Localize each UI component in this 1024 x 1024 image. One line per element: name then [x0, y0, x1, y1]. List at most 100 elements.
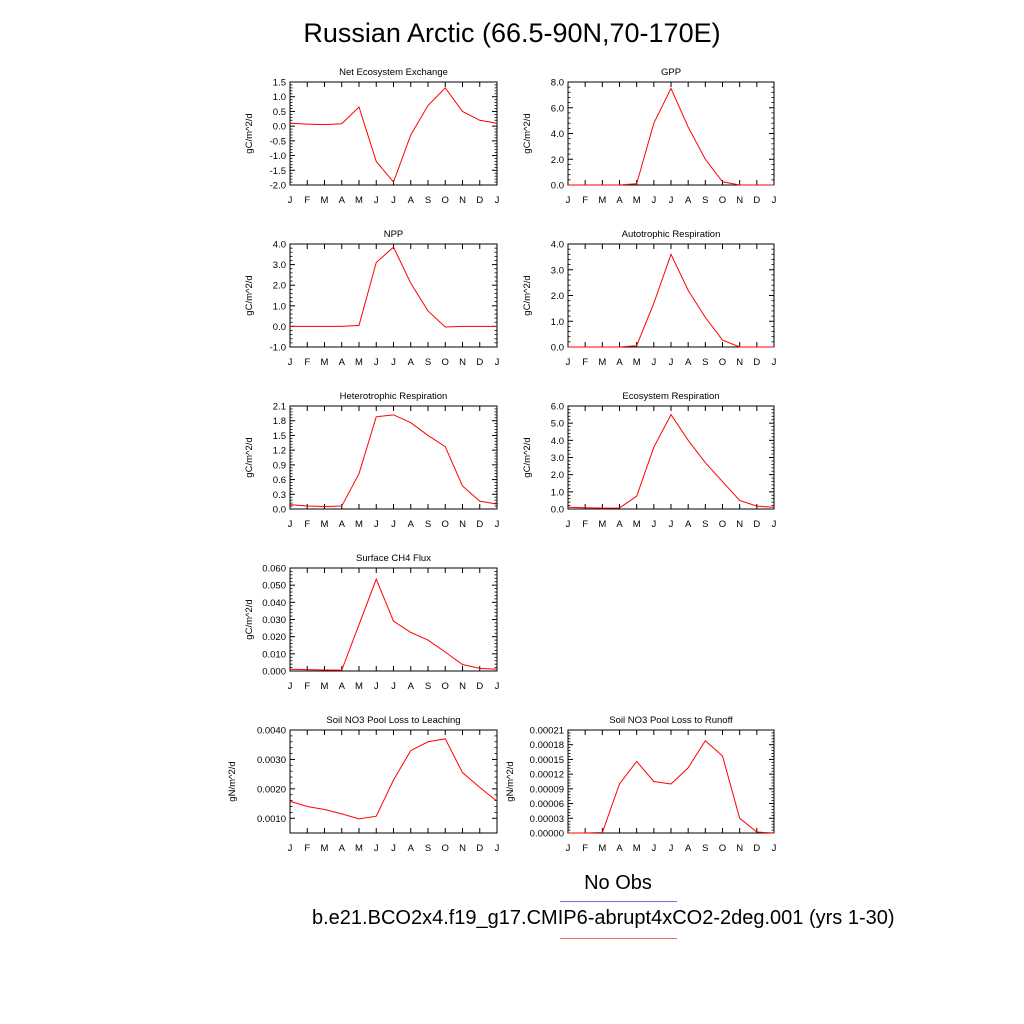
plot-frame: [567, 243, 775, 348]
panel-title: Soil NO3 Pool Loss to Leaching: [326, 715, 460, 726]
x-tick-label: A: [408, 519, 415, 530]
x-tick-label: A: [339, 519, 346, 530]
y-tick-label: -1.5: [270, 166, 286, 177]
x-tick-label: M: [355, 681, 363, 692]
figure-title: Russian Arctic (66.5-90N,70-170E): [303, 18, 721, 48]
plot-frame: [567, 729, 775, 834]
x-tick-label: D: [476, 357, 483, 368]
series-line: [290, 246, 497, 328]
y-tick-label: 5.0: [551, 419, 564, 430]
x-tick-label: M: [633, 357, 641, 368]
y-tick-label: 0.0: [551, 505, 564, 516]
legend-case-line: [560, 938, 677, 939]
legend-obs-label: No Obs: [584, 872, 652, 894]
x-tick-label: J: [374, 357, 379, 368]
y-tick-label: 1.5: [273, 431, 286, 442]
y-tick-label: 0.0: [551, 181, 564, 192]
y-tick-label: 0.0010: [257, 814, 286, 825]
x-tick-label: O: [719, 843, 726, 854]
series-line: [289, 87, 498, 184]
x-tick-label: D: [753, 357, 760, 368]
y-tick-label: 0.020: [262, 632, 286, 643]
x-tick-label: M: [633, 519, 641, 530]
x-tick-label: J: [566, 357, 571, 368]
y-tick-label: 0.00015: [530, 755, 564, 766]
series-line: [289, 577, 498, 671]
y-tick-label: 1.8: [273, 416, 286, 427]
x-tick-label: J: [288, 357, 293, 368]
x-tick-label: J: [669, 195, 674, 206]
x-tick-label: A: [685, 519, 692, 530]
x-tick-label: J: [772, 519, 777, 530]
y-tick-label: 2.0: [551, 470, 564, 481]
y-tick-label: 0.030: [262, 615, 286, 626]
x-tick-label: A: [339, 195, 346, 206]
x-tick-label: N: [459, 843, 466, 854]
x-tick-label: J: [495, 843, 500, 854]
y-axis-label: gC/m^2/d: [522, 275, 533, 315]
x-tick-label: J: [288, 195, 293, 206]
y-tick-label: 2.0: [551, 155, 564, 166]
y-tick-label: 6.0: [551, 103, 564, 114]
plot-frame: [289, 81, 498, 186]
plot-frame: [289, 243, 498, 348]
x-tick-label: M: [633, 195, 641, 206]
x-tick-label: N: [736, 195, 743, 206]
panel-title: Heterotrophic Respiration: [340, 391, 448, 402]
panel-title: NPP: [384, 229, 404, 240]
x-tick-label: M: [598, 357, 606, 368]
x-tick-label: J: [374, 843, 379, 854]
x-tick-label: F: [582, 519, 588, 530]
x-tick-label: M: [321, 519, 329, 530]
y-tick-label: 0.00000: [530, 829, 564, 840]
legend-case-label: b.e21.BCO2x4.f19_g17.CMIP6-abrupt4xCO2-2…: [312, 907, 895, 929]
panel-title: Net Ecosystem Exchange: [339, 67, 448, 78]
x-tick-label: N: [736, 357, 743, 368]
x-tick-label: O: [442, 843, 449, 854]
x-tick-label: S: [425, 357, 431, 368]
y-tick-label: 0.6: [273, 475, 286, 486]
x-tick-label: F: [304, 843, 310, 854]
y-tick-label: 6.0: [551, 402, 564, 413]
x-tick-label: A: [685, 843, 692, 854]
x-tick-label: O: [442, 357, 449, 368]
x-tick-label: A: [339, 357, 346, 368]
x-tick-label: A: [408, 681, 415, 692]
x-tick-label: D: [476, 195, 483, 206]
y-tick-label: 0.00009: [530, 784, 564, 795]
x-tick-label: F: [304, 681, 310, 692]
x-tick-label: O: [442, 195, 449, 206]
x-tick-label: N: [736, 519, 743, 530]
y-tick-label: 0.0: [273, 122, 286, 133]
y-axis-label: gC/m^2/d: [522, 113, 533, 153]
x-tick-label: M: [321, 681, 329, 692]
x-tick-label: S: [702, 357, 708, 368]
x-tick-label: J: [651, 195, 656, 206]
x-tick-label: J: [495, 195, 500, 206]
x-tick-label: J: [288, 519, 293, 530]
x-tick-label: M: [598, 519, 606, 530]
x-tick-label: A: [616, 357, 623, 368]
y-tick-label: 1.0: [273, 301, 286, 312]
x-tick-label: J: [669, 357, 674, 368]
x-tick-label: J: [669, 843, 674, 854]
y-tick-label: 1.2: [273, 446, 286, 457]
y-tick-label: 2.0: [273, 281, 286, 292]
y-tick-label: 0.000: [262, 667, 286, 678]
x-tick-label: J: [651, 519, 656, 530]
x-tick-label: A: [408, 195, 415, 206]
y-axis-label: gC/m^2/d: [244, 599, 255, 639]
y-tick-label: 4.0: [551, 240, 564, 251]
x-tick-label: J: [772, 357, 777, 368]
x-tick-label: N: [459, 519, 466, 530]
x-tick-label: M: [321, 195, 329, 206]
y-tick-label: 0.0: [551, 343, 564, 354]
y-tick-label: 0.060: [262, 564, 286, 575]
y-tick-label: 3.0: [551, 453, 564, 464]
y-tick-label: 1.0: [551, 487, 564, 498]
series-line: [568, 87, 774, 186]
x-tick-label: F: [304, 519, 310, 530]
x-tick-label: J: [288, 843, 293, 854]
